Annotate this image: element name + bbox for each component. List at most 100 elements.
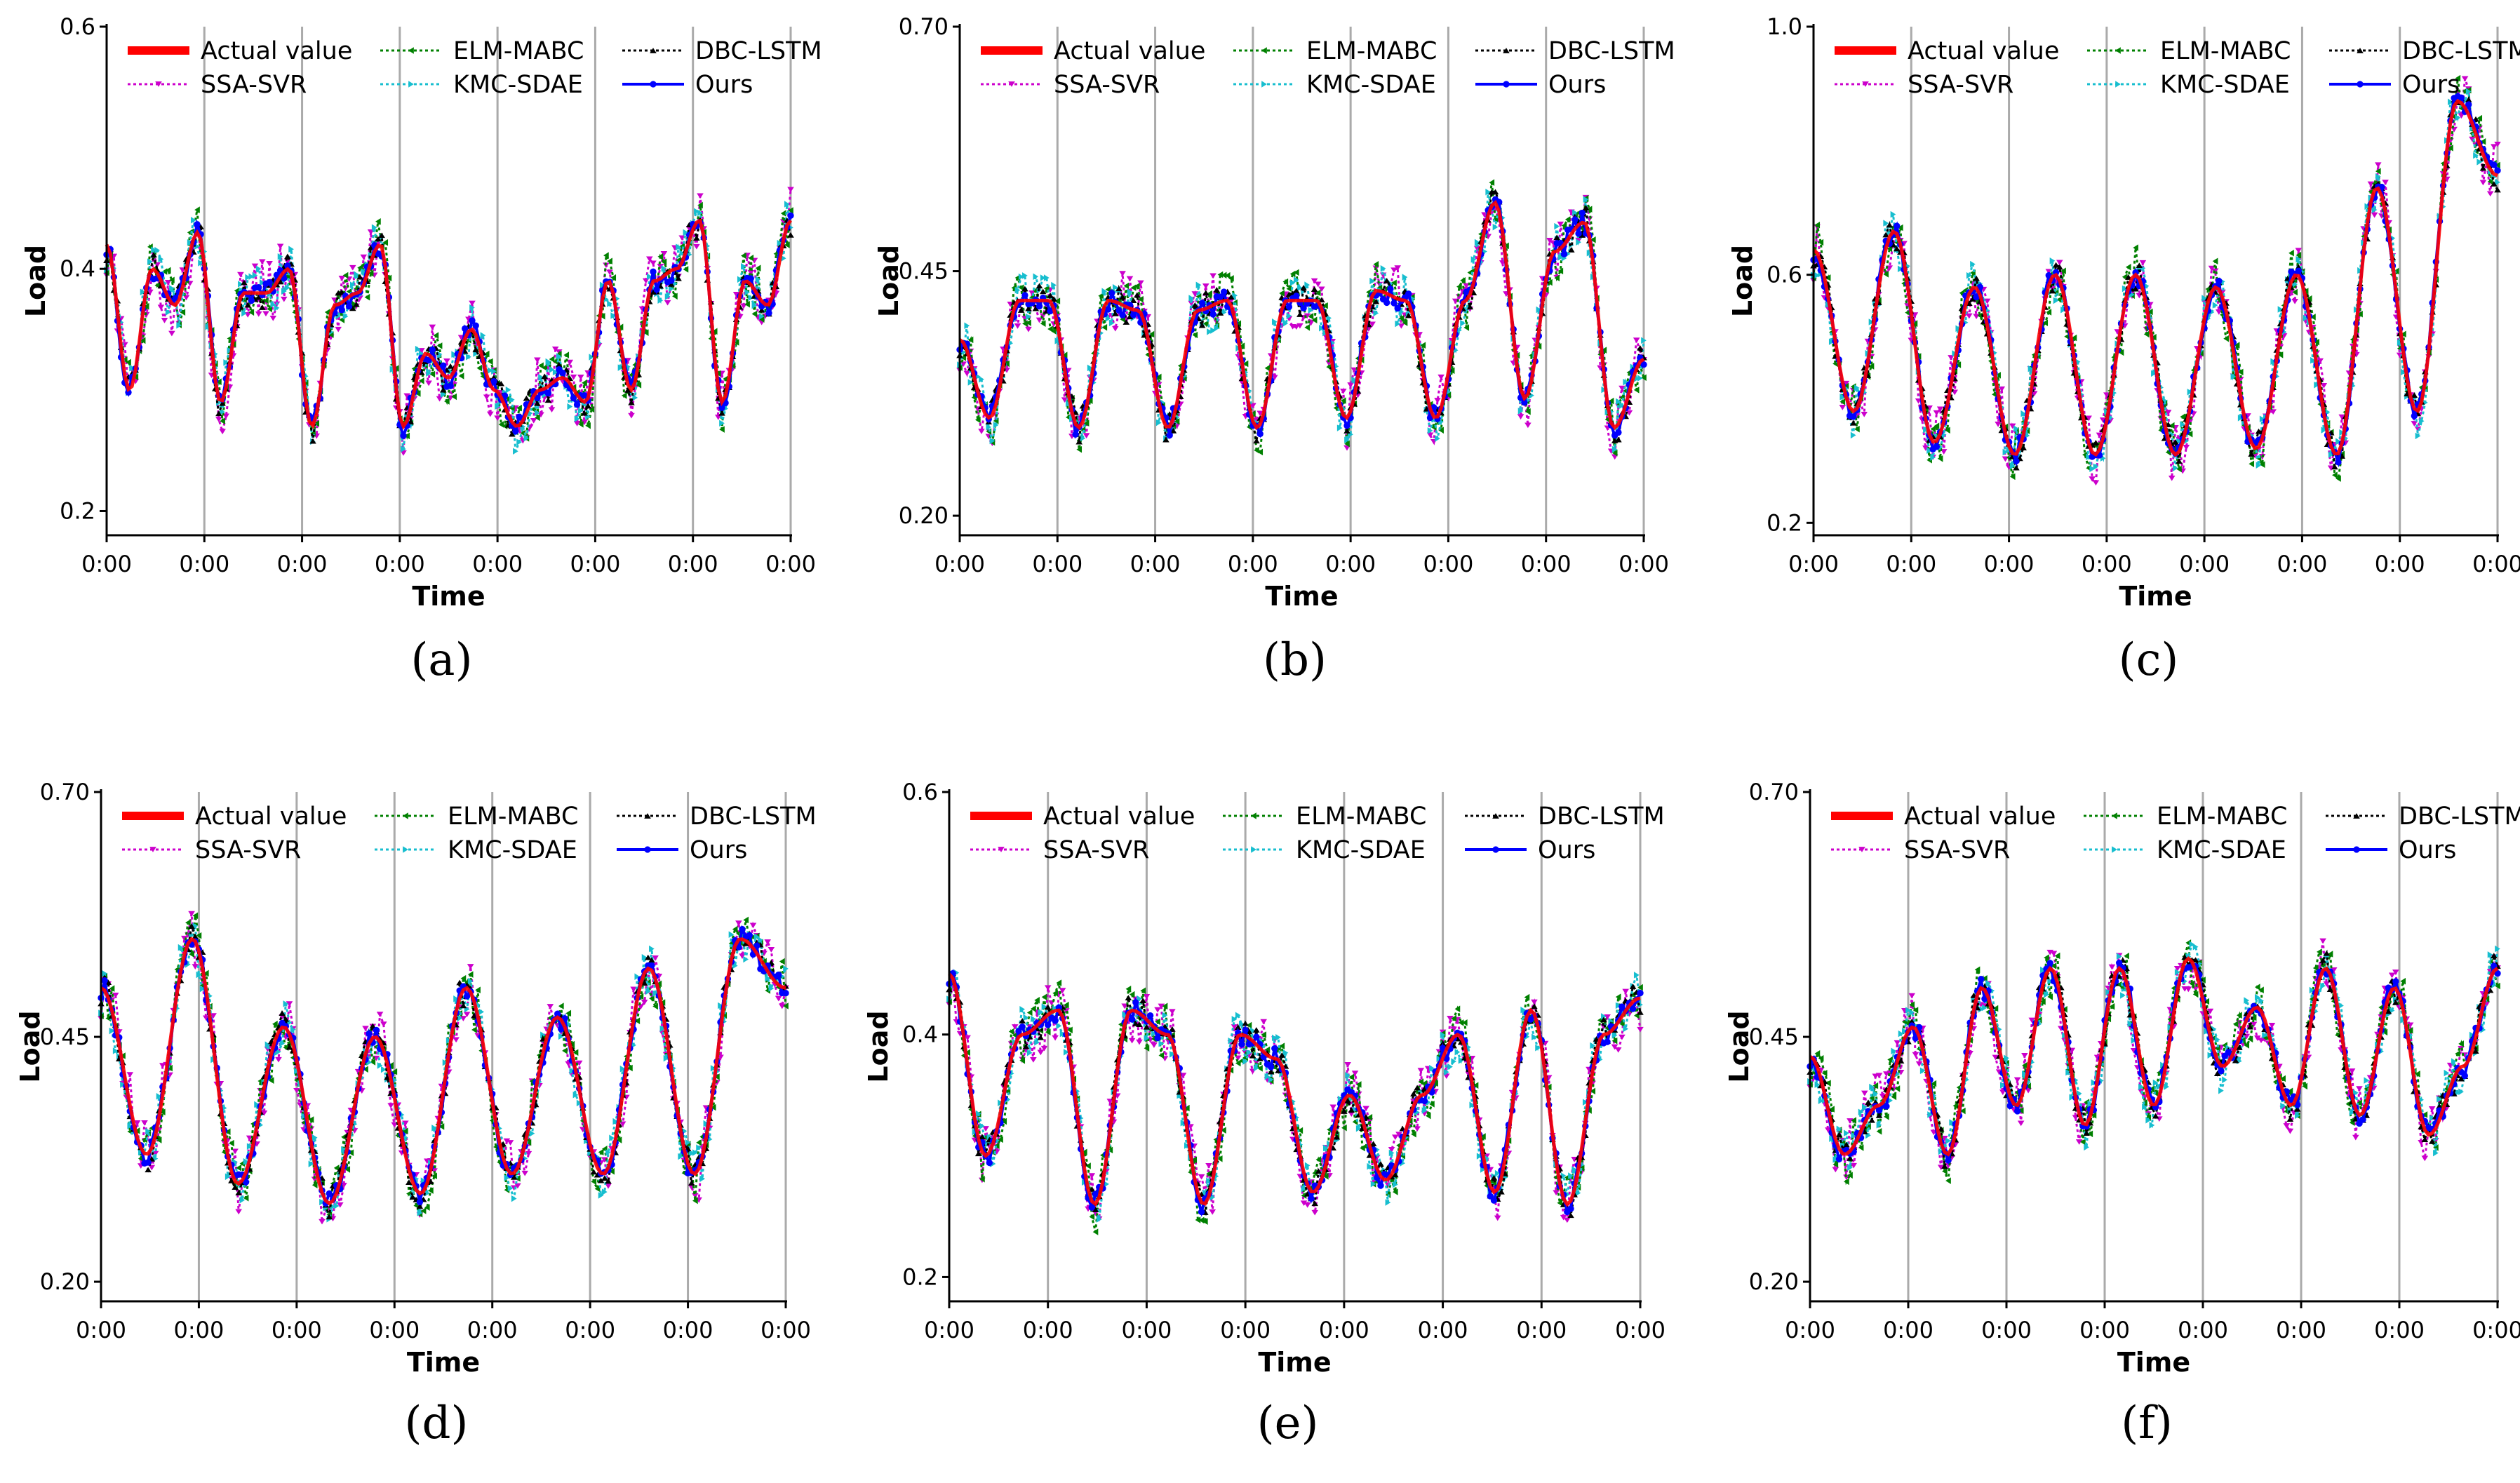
x-tick-label: 0:00	[472, 551, 523, 577]
x-tick-label: 0:00	[1984, 551, 2035, 577]
legend-label: KMC-SDAE	[1296, 836, 1426, 864]
legend-label: Actual value	[1054, 37, 1205, 65]
x-tick-label: 0:00	[1886, 551, 1936, 577]
y-axis-label: Load	[863, 1010, 894, 1082]
y-tick-label: 0.2	[902, 1263, 938, 1290]
legend-item-dbc-lstm: DBC-LSTM	[1465, 803, 1665, 831]
x-tick-label: 0:00	[1418, 1317, 1468, 1343]
x-tick-label: 0:00	[1319, 1317, 1369, 1343]
legend-label: ELM-MABC	[2157, 803, 2287, 831]
x-tick-label: 0:00	[570, 551, 620, 577]
x-tick-label: 0:00	[1023, 1317, 1073, 1343]
x-tick-label: 0:00	[668, 551, 718, 577]
x-tick-label: 0:00	[2472, 1317, 2520, 1343]
y-axis-label: Load	[873, 245, 904, 317]
legend-label: Ours	[2399, 836, 2456, 864]
legend-label: DBC-LSTM	[695, 37, 822, 65]
legend-item-kmc-sdae: KMC-SDAE	[1223, 836, 1426, 864]
series-line-actual-value	[105, 218, 793, 430]
panel-caption: (a)	[410, 634, 472, 686]
legend-label: SSA-SVR	[1908, 71, 2013, 99]
x-tick-label: 0:00	[1883, 1317, 1933, 1343]
x-tick-label: 0:00	[1130, 551, 1181, 577]
legend-label: Ours	[1548, 71, 1606, 99]
x-tick-label: 0:00	[565, 1317, 615, 1343]
legend-item-kmc-sdae: KMC-SDAE	[380, 71, 583, 99]
y-axis-label: Load	[1724, 1010, 1755, 1082]
x-tick-label: 0:00	[76, 1317, 126, 1343]
x-tick-label: 0:00	[173, 1317, 224, 1343]
y-tick-label: 0.70	[1749, 779, 1799, 805]
legend-item-dbc-lstm: DBC-LSTM	[2326, 803, 2520, 831]
x-tick-label: 0:00	[1521, 551, 1571, 577]
y-tick-label: 0.2	[60, 497, 95, 524]
chart-panel-5: 0.2 0.4 0.6 0:00 0:00 0:00 0:00 0:00 0:00 0:00 0:0…	[863, 779, 1666, 1449]
legend-item-dbc-lstm: DBC-LSTM	[622, 37, 822, 65]
x-tick-label: 0:00	[1423, 551, 1473, 577]
x-tick-label: 0:00	[1615, 1317, 1666, 1343]
y-axis-label: Load	[1727, 245, 1758, 317]
legend-label: SSA-SVR	[1043, 836, 1149, 864]
legend-label: KMC-SDAE	[2160, 71, 2290, 99]
legend-item-ssa-svr: SSA-SVR	[1835, 71, 2013, 99]
chart-panel-6: 0.20 0.45 0.70 0:00 0:00 0:00 0:00 0:00 0:00 0:00…	[1724, 779, 2520, 1449]
legend-item-dbc-lstm: DBC-LSTM	[1475, 37, 1675, 65]
legend-label: Ours	[690, 836, 747, 864]
x-axis-label: Time	[412, 581, 485, 612]
legend-item-actual-value: Actual value	[122, 803, 347, 831]
legend-item-actual-value: Actual value	[1835, 37, 2059, 65]
x-tick-label: 0:00	[760, 1317, 811, 1343]
y-tick-label: 0.45	[1749, 1024, 1799, 1050]
x-tick-label: 0:00	[2375, 551, 2425, 577]
x-tick-label: 0:00	[1785, 1317, 1835, 1343]
legend-item-elm-mabc: ELM-MABC	[2084, 803, 2287, 831]
series-line-actual-value	[1809, 955, 2499, 1157]
legend-label: SSA-SVR	[201, 71, 307, 99]
legend-label: KMC-SDAE	[453, 71, 583, 99]
legend-item-ours: Ours	[622, 71, 753, 99]
x-axis-label: Time	[2119, 581, 2192, 612]
y-tick-label: 0.45	[899, 258, 949, 285]
x-tick-label: 0:00	[369, 1317, 420, 1343]
series-line-actual-value	[100, 937, 786, 1206]
x-tick-label: 0:00	[1228, 551, 1278, 577]
legend-item-ours: Ours	[1465, 836, 1595, 864]
legend-label: ELM-MABC	[1296, 803, 1426, 831]
legend-item-dbc-lstm: DBC-LSTM	[2329, 37, 2520, 65]
x-tick-label: 0:00	[934, 551, 985, 577]
legend-item-kmc-sdae: KMC-SDAE	[2084, 836, 2286, 864]
series-line-kmc-sdae	[1807, 941, 2500, 1172]
x-tick-label: 0:00	[663, 1317, 713, 1343]
legend-item-elm-mabc: ELM-MABC	[380, 37, 584, 65]
chart-panel-4: 0.20 0.45 0.70 0:00 0:00 0:00 0:00 0:00 0:00 0:00…	[15, 779, 817, 1449]
x-tick-label: 0:00	[1516, 1317, 1567, 1343]
legend-label: Actual value	[201, 37, 352, 65]
x-tick-label: 0:00	[2082, 551, 2132, 577]
x-tick-label: 0:00	[1981, 1317, 2032, 1343]
legend-label: Ours	[695, 71, 753, 99]
legend-label: DBC-LSTM	[690, 803, 817, 831]
legend-label: Actual value	[1904, 803, 2056, 831]
legend-item-dbc-lstm: DBC-LSTM	[617, 803, 817, 831]
x-tick-label: 0:00	[1032, 551, 1083, 577]
legend-label: DBC-LSTM	[1538, 803, 1665, 831]
x-tick-label: 0:00	[765, 551, 816, 577]
legend-label: Ours	[1538, 836, 1595, 864]
legend-label: Ours	[2402, 71, 2460, 99]
x-tick-label: 0:00	[1220, 1317, 1271, 1343]
x-tick-label: 0:00	[1121, 1317, 1172, 1343]
x-tick-label: 0:00	[1325, 551, 1376, 577]
legend-label: Actual value	[1908, 37, 2059, 65]
y-tick-label: 0.4	[902, 1021, 938, 1048]
legend-label: KMC-SDAE	[2157, 836, 2286, 864]
legend-label: DBC-LSTM	[2399, 803, 2520, 831]
legend-item-actual-value: Actual value	[128, 37, 352, 65]
legend-label: SSA-SVR	[1054, 71, 1160, 99]
x-tick-label: 0:00	[2276, 1317, 2326, 1343]
legend-item-ours: Ours	[2326, 836, 2456, 864]
series-line-actual-value	[958, 200, 1645, 431]
x-tick-label: 0:00	[277, 551, 328, 577]
legend-label: DBC-LSTM	[1548, 37, 1675, 65]
legend-item-kmc-sdae: KMC-SDAE	[1233, 71, 1436, 99]
legend-item-ours: Ours	[617, 836, 747, 864]
